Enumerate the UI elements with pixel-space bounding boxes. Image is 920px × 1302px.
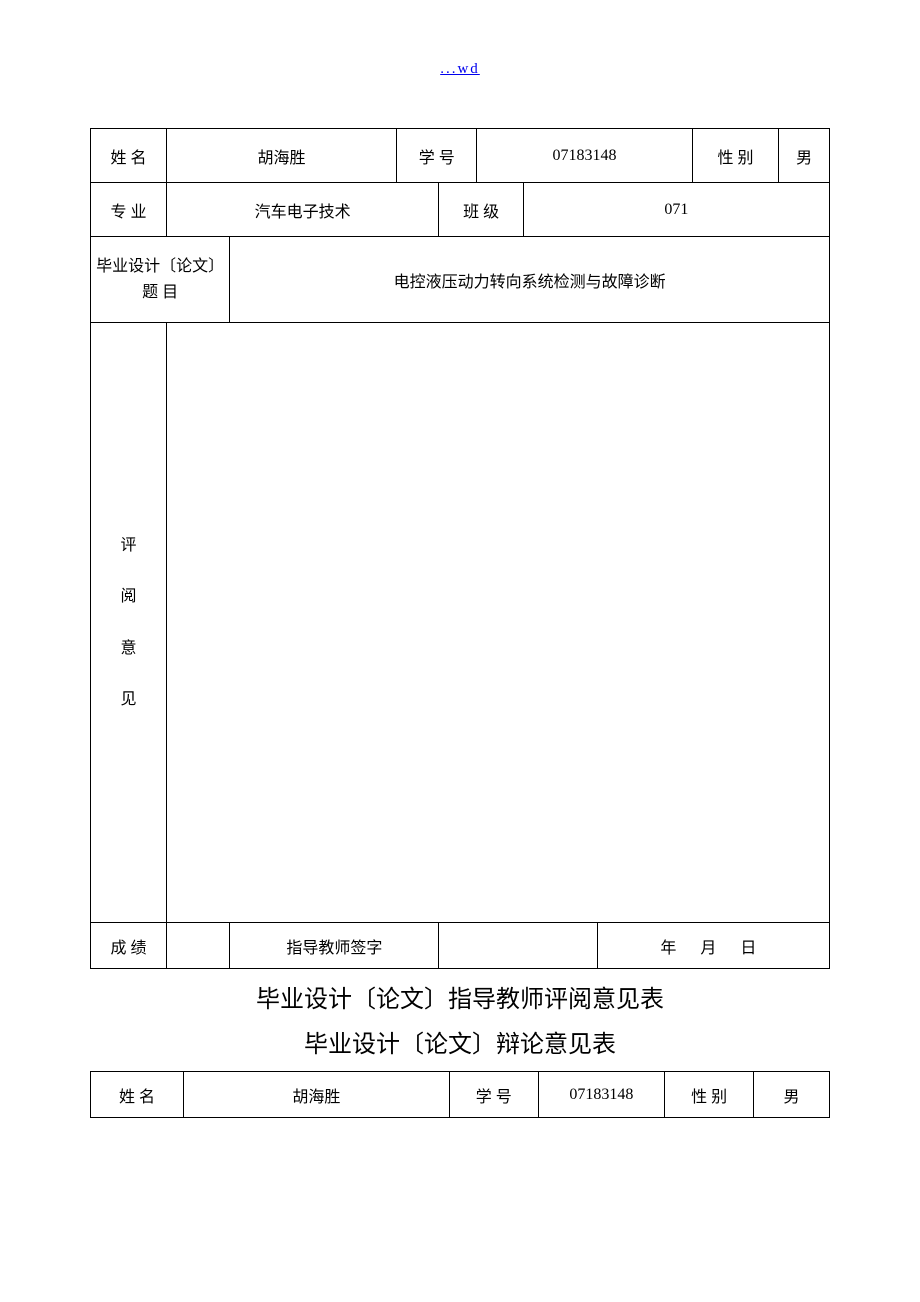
name2-value: 胡海胜 bbox=[183, 1072, 449, 1118]
row2-name: 姓 名 胡海胜 学 号 07183148 性 别 男 bbox=[91, 1072, 830, 1118]
header-link[interactable]: ...wd bbox=[440, 61, 480, 77]
signature-value bbox=[439, 923, 597, 969]
review-content bbox=[167, 323, 830, 923]
gender2-label: 性 别 bbox=[665, 1072, 754, 1118]
score-value bbox=[167, 923, 230, 969]
class-label: 班 级 bbox=[439, 183, 523, 237]
review-c1: 评 bbox=[120, 537, 136, 554]
id2-value: 07183148 bbox=[538, 1072, 665, 1118]
review-label: 评 阅 意 见 bbox=[91, 323, 167, 923]
gender-label: 性 别 bbox=[692, 129, 779, 183]
row-score: 成 绩 指导教师签字 年 月 日 bbox=[91, 923, 830, 969]
major-value: 汽车电子技术 bbox=[167, 183, 439, 237]
major-label: 专 业 bbox=[91, 183, 167, 237]
thesis-label-line2: 题 目 bbox=[142, 284, 178, 301]
review-c4: 见 bbox=[120, 691, 136, 708]
title-1: 毕业设计〔论文〕指导教师评阅意见表 bbox=[90, 979, 830, 1014]
id2-label: 学 号 bbox=[449, 1072, 538, 1118]
name2-label: 姓 名 bbox=[91, 1072, 184, 1118]
title-2: 毕业设计〔论文〕辩论意见表 bbox=[90, 1024, 830, 1059]
id-label: 学 号 bbox=[397, 129, 477, 183]
row-review: 评 阅 意 见 bbox=[91, 323, 830, 923]
class-value: 071 bbox=[523, 183, 829, 237]
signature-label: 指导教师签字 bbox=[230, 923, 439, 969]
name-label: 姓 名 bbox=[91, 129, 167, 183]
thesis-value: 电控液压动力转向系统检测与故障诊断 bbox=[230, 237, 830, 323]
thesis-label: 毕业设计〔论文〕 题 目 bbox=[91, 237, 230, 323]
gender-value: 男 bbox=[779, 129, 830, 183]
gender2-value: 男 bbox=[753, 1072, 829, 1118]
row-thesis: 毕业设计〔论文〕 题 目 电控液压动力转向系统检测与故障诊断 bbox=[91, 237, 830, 323]
row-name: 姓 名 胡海胜 学 号 07183148 性 别 男 bbox=[91, 129, 830, 183]
name-value: 胡海胜 bbox=[167, 129, 397, 183]
defense-form-table: 姓 名 胡海胜 学 号 07183148 性 别 男 bbox=[90, 1071, 830, 1118]
review-c3: 意 bbox=[120, 640, 136, 657]
row-major: 专 业 汽车电子技术 班 级 071 bbox=[91, 183, 830, 237]
score-label: 成 绩 bbox=[91, 923, 167, 969]
id-value: 07183148 bbox=[477, 129, 692, 183]
date-label: 年 月 日 bbox=[597, 923, 829, 969]
page-header: ...wd bbox=[90, 60, 830, 78]
evaluation-form-table: 姓 名 胡海胜 学 号 07183148 性 别 男 专 业 汽车电子技术 班 … bbox=[90, 128, 830, 969]
review-c2: 阅 bbox=[120, 588, 136, 605]
thesis-label-line1: 毕业设计〔论文〕 bbox=[96, 258, 224, 275]
